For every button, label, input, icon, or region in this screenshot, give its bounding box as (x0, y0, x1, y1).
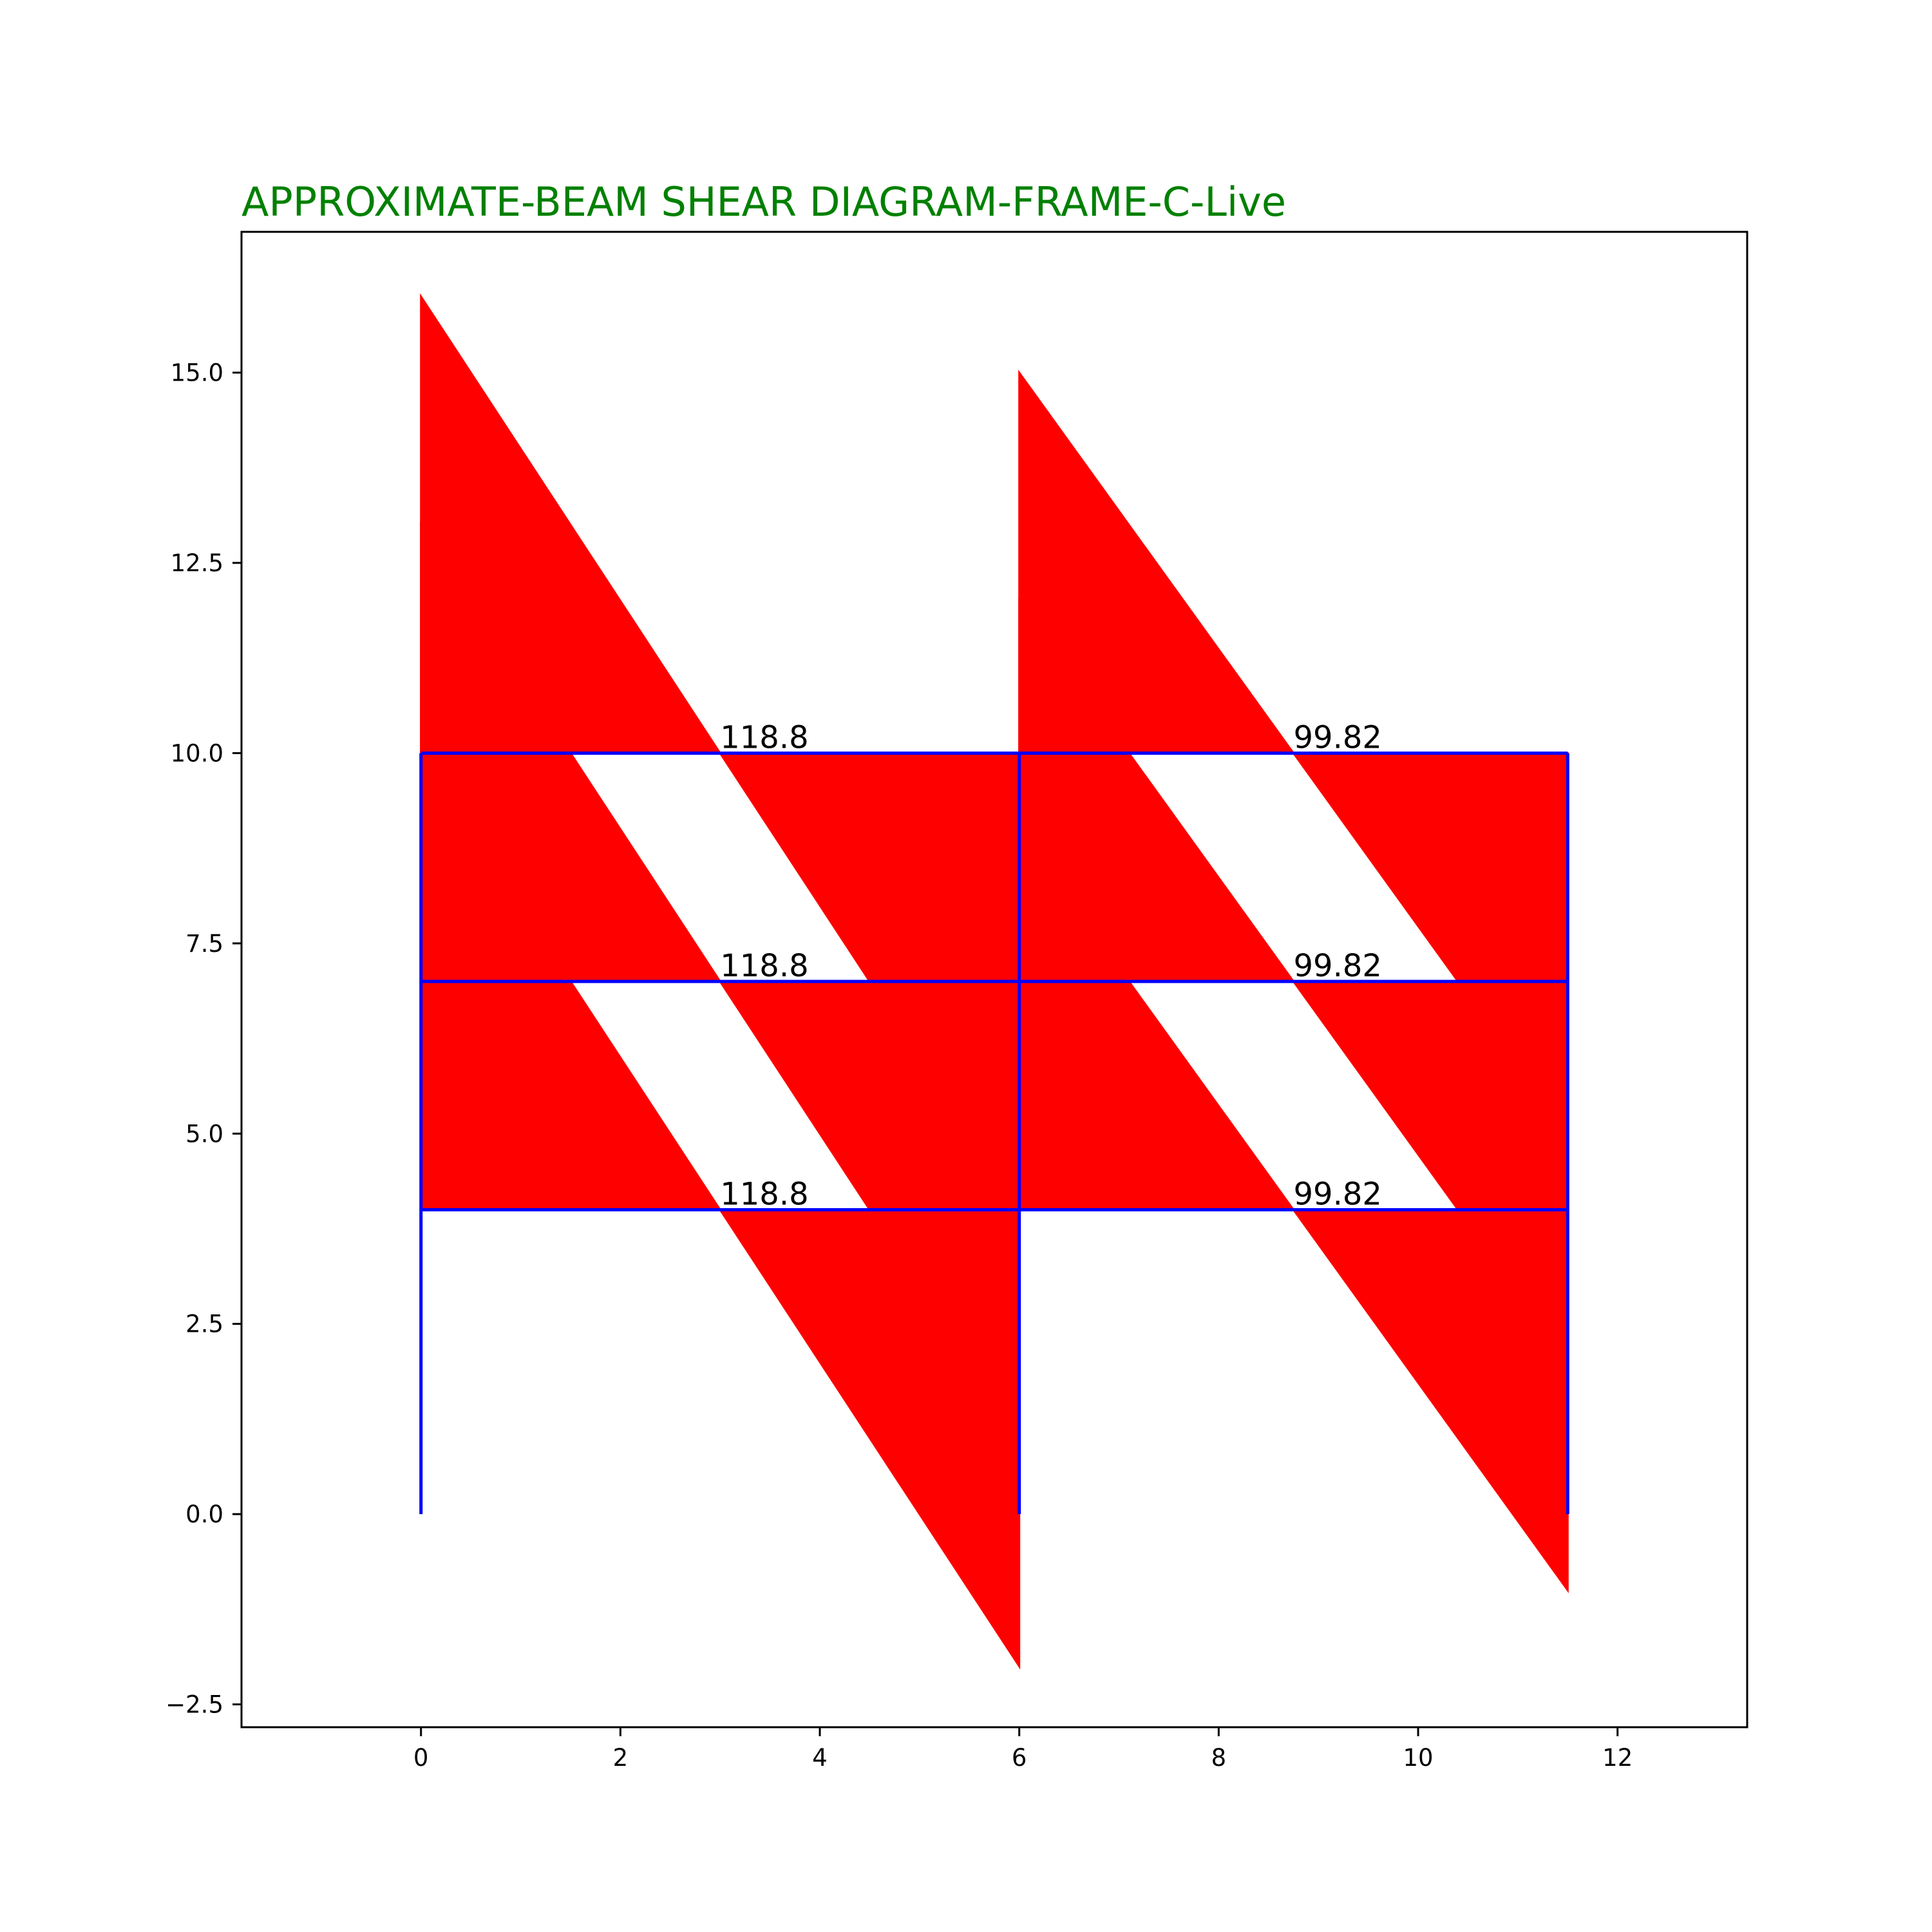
shear-value-label: 99.82 (1294, 948, 1382, 984)
y-tick-label: −2.5 (166, 1691, 223, 1719)
y-tick-label: 15.0 (171, 359, 223, 387)
y-tick-label: 12.5 (171, 549, 223, 577)
x-tick-label: 12 (1602, 1744, 1633, 1772)
shear-value-label: 118.8 (720, 1176, 808, 1212)
x-tick-label: 4 (812, 1744, 828, 1772)
y-tick-label: 10.0 (171, 739, 223, 767)
shear-value-label: 118.8 (720, 948, 808, 984)
x-tick-label: 8 (1211, 1744, 1227, 1772)
shear-value-label: 99.82 (1294, 1176, 1382, 1212)
x-tick-label: 6 (1012, 1744, 1027, 1772)
plot-area-border (240, 231, 1748, 1728)
x-tick-label: 2 (613, 1744, 629, 1772)
x-tick-label: 10 (1403, 1744, 1433, 1772)
shear-label-layer: 118.8 118.8 118.8 99.82 99.82 99.82 (720, 719, 1382, 1212)
x-tick-label: 0 (413, 1744, 429, 1772)
shear-value-label: 118.8 (720, 719, 808, 755)
frame-layer (419, 751, 1569, 1515)
y-tick-label: 2.5 (185, 1311, 223, 1338)
y-tick-label: 7.5 (185, 930, 223, 958)
chart-title: APPROXIMATE-BEAM SHEAR DIAGRAM-FRAME-C-L… (242, 178, 1286, 225)
shear-value-label: 99.82 (1294, 719, 1382, 755)
x-axis: 0 2 4 6 8 10 12 (413, 1727, 1633, 1772)
y-axis: −2.5 0.0 2.5 5.0 7.5 10.0 12.5 15.0 (166, 359, 242, 1719)
y-tick-label: 0.0 (185, 1501, 223, 1528)
y-tick-label: 5.0 (185, 1120, 223, 1148)
